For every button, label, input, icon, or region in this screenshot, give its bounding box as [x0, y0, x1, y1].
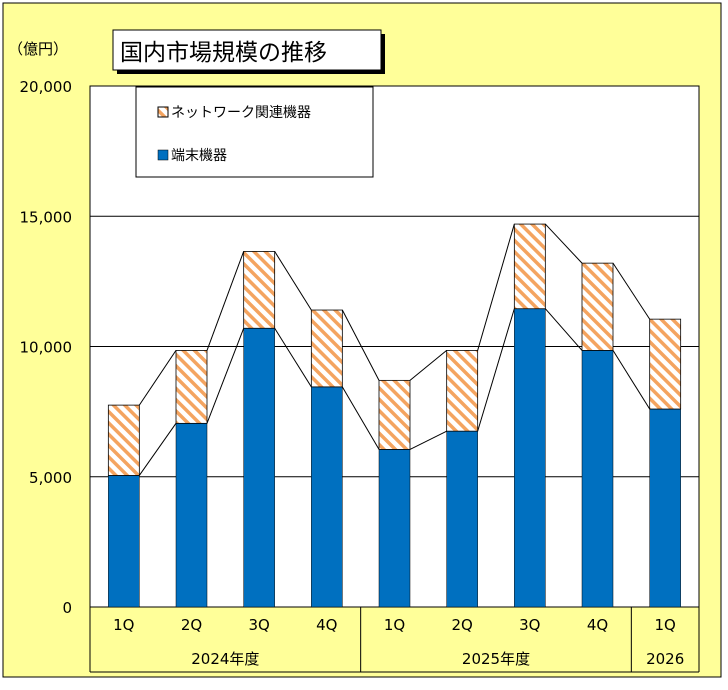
legend-box [135, 86, 374, 178]
connector-line-terminal [477, 308, 515, 432]
x-tick-label: 4Q [587, 616, 608, 634]
connector-line-terminal [612, 350, 651, 410]
connector-line-terminal [138, 423, 177, 476]
y-tick-label: 20,000 [20, 78, 73, 96]
bar-terminal-7 [514, 308, 546, 608]
y-axis-ticks: 0 5,000 10,000 15,000 20,000 [20, 78, 73, 617]
connector-lines [138, 223, 651, 476]
x-tick-label: 1Q [654, 616, 675, 634]
connector-line-total [477, 223, 515, 351]
x-tick-label: 1Q [384, 616, 405, 634]
x-tick-label: 3Q [519, 616, 540, 634]
connector-line-terminal [206, 328, 245, 424]
title-box [112, 29, 382, 71]
bar-terminal-2 [175, 423, 208, 608]
connector-line-total [544, 223, 583, 264]
bar-network-7 [513, 223, 546, 310]
y-tick-label: 15,000 [20, 208, 73, 226]
x-group-label: 2024年度 [191, 650, 259, 668]
x-axis-table: 1Q 2Q 3Q 4Q 1Q 2Q 3Q 4Q 1Q 2024年度 2025年度 2026 [89, 607, 700, 673]
bar-network-9 [649, 318, 682, 410]
connector-line-terminal [274, 327, 312, 388]
chart-title: 国内市場規模の推移 [120, 40, 327, 66]
bar-network-8 [581, 262, 614, 351]
x-group-label: 2026 [646, 650, 684, 668]
bar-terminal-8 [581, 350, 614, 608]
connector-line-terminal [544, 308, 583, 351]
x-tick-label: 3Q [248, 616, 269, 634]
bars [107, 223, 682, 608]
legend-swatch-network [157, 106, 169, 118]
x-group-label: 2025年度 [462, 650, 530, 668]
x-tick-label: 1Q [113, 616, 134, 634]
y-tick-label: 10,000 [20, 339, 73, 357]
legend-label-terminal: 端末機器 [171, 148, 227, 164]
connector-line-terminal [341, 386, 380, 450]
bar-network-6 [446, 350, 479, 432]
x-tick-label: 2Q [451, 616, 472, 634]
bar-network-3 [243, 251, 276, 329]
bar-network-5 [378, 379, 411, 450]
connector-line-total [341, 309, 380, 381]
bar-terminal-3 [243, 328, 275, 608]
y-tick-label: 5,000 [29, 469, 72, 487]
bar-terminal-5 [378, 449, 411, 608]
bar-terminal-6 [446, 430, 478, 608]
connector-line-total [206, 251, 245, 351]
bar-network-1 [107, 404, 140, 476]
connector-line-total [612, 262, 651, 320]
y-tick-label: 0 [62, 599, 72, 617]
y-axis-unit-label: （億円） [8, 40, 68, 58]
bar-terminal-4 [311, 386, 343, 608]
bar-terminal-9 [649, 408, 681, 608]
bar-network-2 [175, 350, 208, 424]
connector-line-total [274, 251, 312, 311]
legend-swatch-terminal [157, 149, 169, 161]
bar-network-4 [310, 309, 343, 388]
x-tick-label: 4Q [316, 616, 337, 634]
connector-line-terminal [409, 430, 447, 450]
x-tick-label: 2Q [181, 616, 202, 634]
connector-line-total [138, 350, 177, 406]
legend-label-network: ネットワーク関連機器 [171, 105, 311, 121]
bar-terminal-1 [108, 475, 140, 608]
connector-line-total [409, 350, 447, 381]
